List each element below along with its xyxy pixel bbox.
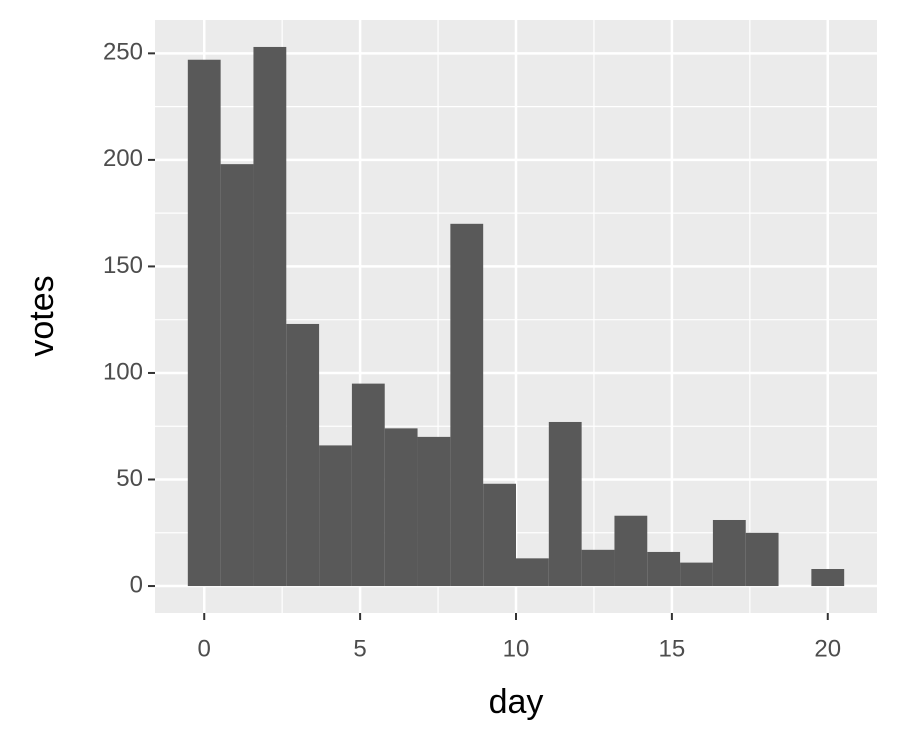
x-axis-title: day [489,683,544,721]
bar [286,323,320,587]
bar [811,568,845,587]
y-tick-label: 150 [103,252,143,279]
bar [516,558,549,587]
x-tick-label: 10 [503,635,530,662]
bar [187,59,221,587]
y-tick-label: 200 [103,145,143,172]
bar [712,519,746,587]
y-axis-title: votes [23,275,61,356]
y-tick-label: 250 [103,39,143,66]
x-tick-label: 5 [353,635,366,662]
bar [417,436,451,587]
bar [220,164,254,587]
bar [319,445,352,587]
y-tick-label: 0 [130,571,143,598]
bar [745,532,779,587]
bar [384,428,418,587]
x-tick-label: 20 [814,635,841,662]
bar [647,551,681,587]
bar [548,421,582,587]
y-tick-label: 100 [103,358,143,385]
y-tick-label: 50 [116,465,143,492]
x-tick-label: 15 [659,635,686,662]
bar [614,515,648,587]
bar [450,223,484,587]
bar [680,562,713,587]
bar [483,483,516,587]
bar [253,46,287,587]
bar [351,383,385,587]
x-tick-label: 0 [198,635,211,662]
bar [581,549,615,587]
